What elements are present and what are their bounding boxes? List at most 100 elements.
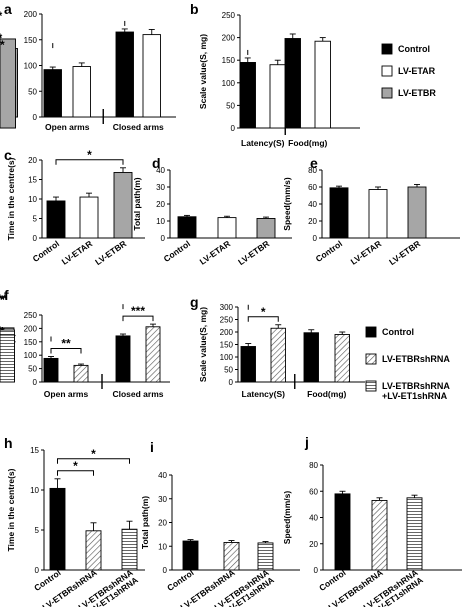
bar: [43, 69, 62, 118]
bar: [49, 487, 66, 571]
panel-label: h: [4, 435, 13, 451]
y-tick-label: 10: [158, 542, 167, 551]
legend-swatch: [381, 65, 393, 77]
panel-label: f: [4, 287, 9, 303]
legend-swatch: [365, 353, 377, 365]
y-tick-label: 200: [24, 324, 38, 333]
y-tick-label: 100: [24, 62, 38, 71]
bar: [223, 542, 240, 571]
y-tick-label: 100: [220, 353, 234, 362]
y-tick-label: 50: [226, 101, 235, 110]
category-label: LV-ETAR: [349, 238, 383, 266]
significance-mark: ***: [0, 292, 7, 306]
y-tick-label: 50: [28, 87, 37, 96]
y-tick-label: 0: [163, 566, 168, 575]
category-label: LV-ETAR: [60, 238, 94, 266]
y-tick-label: 20: [156, 200, 165, 209]
y-tick-label: 40: [309, 514, 318, 523]
bar: [177, 216, 197, 239]
category-label: Control: [314, 238, 344, 264]
bar: [270, 327, 286, 383]
bar: [85, 530, 102, 571]
panel-b: b 0 50 100 150 200 250 Scale value(S, mg) Latenc…: [0, 1, 360, 148]
y-tick-label: 20: [309, 540, 318, 549]
bar: [284, 38, 301, 129]
y-tick-label: 0: [231, 124, 236, 133]
significance-bracket: [57, 458, 130, 464]
bar: [239, 62, 256, 129]
bar: [217, 217, 237, 239]
y-tick-label: 50: [28, 365, 37, 374]
bar: [406, 497, 423, 571]
bar: [256, 217, 276, 239]
y-tick-label: 30: [158, 495, 167, 504]
panel-label: d: [152, 155, 161, 171]
category-label: LV-ETAR: [198, 238, 232, 266]
y-tick-label: 250: [24, 311, 38, 320]
y-tick-label: 5: [33, 215, 38, 224]
bar: [314, 40, 331, 129]
legend-swatch: [365, 380, 377, 392]
category-label: Food(mg): [288, 138, 327, 148]
bar: [240, 346, 256, 383]
significance-bracket: [50, 348, 82, 354]
y-tick-label: 5: [35, 526, 40, 535]
panel-label: e: [310, 155, 318, 171]
category-label: Food(mg): [307, 389, 346, 399]
panel-label: b: [190, 1, 199, 17]
y-tick-label: 30: [156, 183, 165, 192]
bar: [329, 187, 349, 239]
y-tick-label: 40: [156, 166, 165, 175]
y-tick-label: 50: [224, 366, 233, 375]
bar: [269, 64, 286, 129]
y-tick-label: 200: [24, 10, 38, 19]
bar: [79, 196, 99, 239]
y-axis-label: Scale value(S, mg): [198, 307, 208, 382]
category-label: Control: [162, 238, 192, 264]
bar: [303, 332, 319, 383]
bar: [115, 335, 131, 383]
significance-mark: **: [0, 293, 5, 307]
significance-bracket: [55, 159, 124, 165]
y-tick-label: 200: [220, 328, 234, 337]
panel-label: i: [150, 439, 154, 455]
y-tick-label: 10: [28, 195, 37, 204]
legend-label: LV-ETAR: [398, 66, 436, 76]
legend-label: LV-ETBR: [398, 88, 436, 98]
panel-e: e 0 20 40 60 80 Speed(mm/s) Control LV-ETAR LV-ET…: [282, 155, 460, 267]
category-label: LV-ETBR: [387, 238, 422, 267]
y-tick-label: 0: [33, 113, 38, 122]
legend-label: LV-ETBRshRNA: [382, 354, 450, 364]
legend-label-line: Control: [382, 327, 414, 337]
y-axis-label: Total path(m): [140, 496, 150, 549]
y-tick-label: 10: [156, 217, 165, 226]
y-tick-label: 0: [35, 566, 40, 575]
legend-label: Control: [382, 327, 414, 337]
y-tick-label: 0: [314, 566, 319, 575]
significance-mark: *: [73, 459, 78, 473]
y-tick-label: 0: [161, 234, 166, 243]
y-tick-label: 100: [222, 79, 236, 88]
significance-mark: ***: [131, 304, 145, 318]
bar: [0, 334, 15, 383]
bar: [182, 540, 199, 571]
category-label: Control: [317, 567, 347, 593]
y-tick-label: 150: [222, 56, 236, 65]
y-tick-label: 150: [24, 338, 38, 347]
category-label: LV-ETBR: [236, 238, 271, 267]
y-tick-label: 40: [158, 471, 167, 480]
y-tick-label: 20: [308, 217, 317, 226]
significance-mark: *: [91, 447, 96, 461]
y-tick-label: 60: [308, 183, 317, 192]
significance-bracket: [247, 316, 279, 322]
significance-mark: *: [261, 305, 266, 319]
y-tick-label: 0: [33, 234, 38, 243]
significance-bracket: [57, 470, 94, 476]
legend-top: Control LV-ETAR LV-ETBR: [381, 43, 436, 99]
